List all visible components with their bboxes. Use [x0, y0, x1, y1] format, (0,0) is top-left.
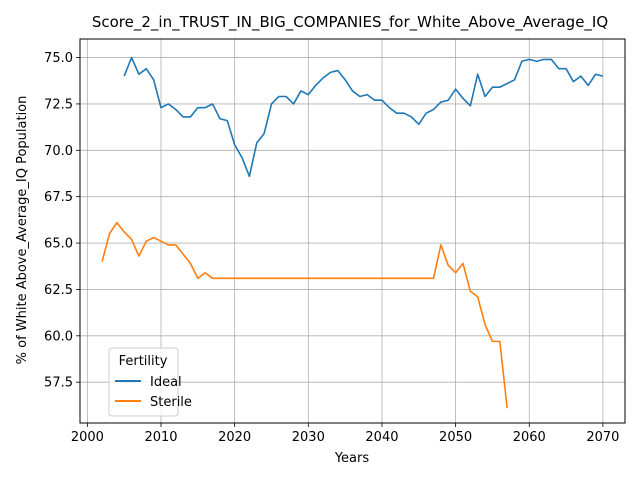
x-tick-label: 2040 — [365, 430, 398, 445]
plot-area — [79, 38, 626, 424]
legend-title: Fertility — [119, 354, 168, 369]
x-tick-label: 2070 — [586, 430, 619, 445]
y-tick-label: 60.0 — [44, 329, 73, 344]
y-tick-label: 72.5 — [44, 97, 73, 112]
legend-box — [108, 347, 179, 417]
series-line-ideal — [123, 56, 604, 178]
x-tick-label: 2010 — [144, 430, 177, 445]
x-tick-label: 2030 — [292, 430, 325, 445]
x-tick-label: 2020 — [218, 430, 251, 445]
legend: Fertility Ideal Sterile — [108, 347, 192, 417]
x-axis-label: Years — [334, 451, 370, 466]
y-tick-label: 57.5 — [44, 376, 73, 391]
y-tick-label: 67.5 — [44, 190, 73, 205]
grid-lines — [80, 39, 625, 423]
x-tick-label: 2000 — [71, 430, 104, 445]
y-tick-label: 70.0 — [44, 144, 73, 159]
y-tick-label: 65.0 — [44, 237, 73, 252]
y-axis-label: % of White Above_Average_IQ Population — [15, 96, 30, 365]
series-lines — [101, 56, 604, 409]
x-tick-label: 2050 — [439, 430, 472, 445]
x-axis: 2000 2010 2020 2030 2040 2050 2060 2070 — [71, 423, 619, 445]
y-axis: 57.5 60.0 62.5 65.0 67.5 70.0 72.5 75.0 — [44, 51, 80, 391]
series-line-sterile — [101, 221, 508, 409]
chart-title: Score_2_in_TRUST_IN_BIG_COMPANIES_for_Wh… — [92, 13, 608, 32]
y-tick-label: 62.5 — [44, 283, 73, 298]
y-tick-label: 75.0 — [44, 51, 73, 66]
legend-label-sterile: Sterile — [150, 395, 192, 410]
legend-label-ideal: Ideal — [150, 375, 182, 390]
x-tick-label: 2060 — [513, 430, 546, 445]
